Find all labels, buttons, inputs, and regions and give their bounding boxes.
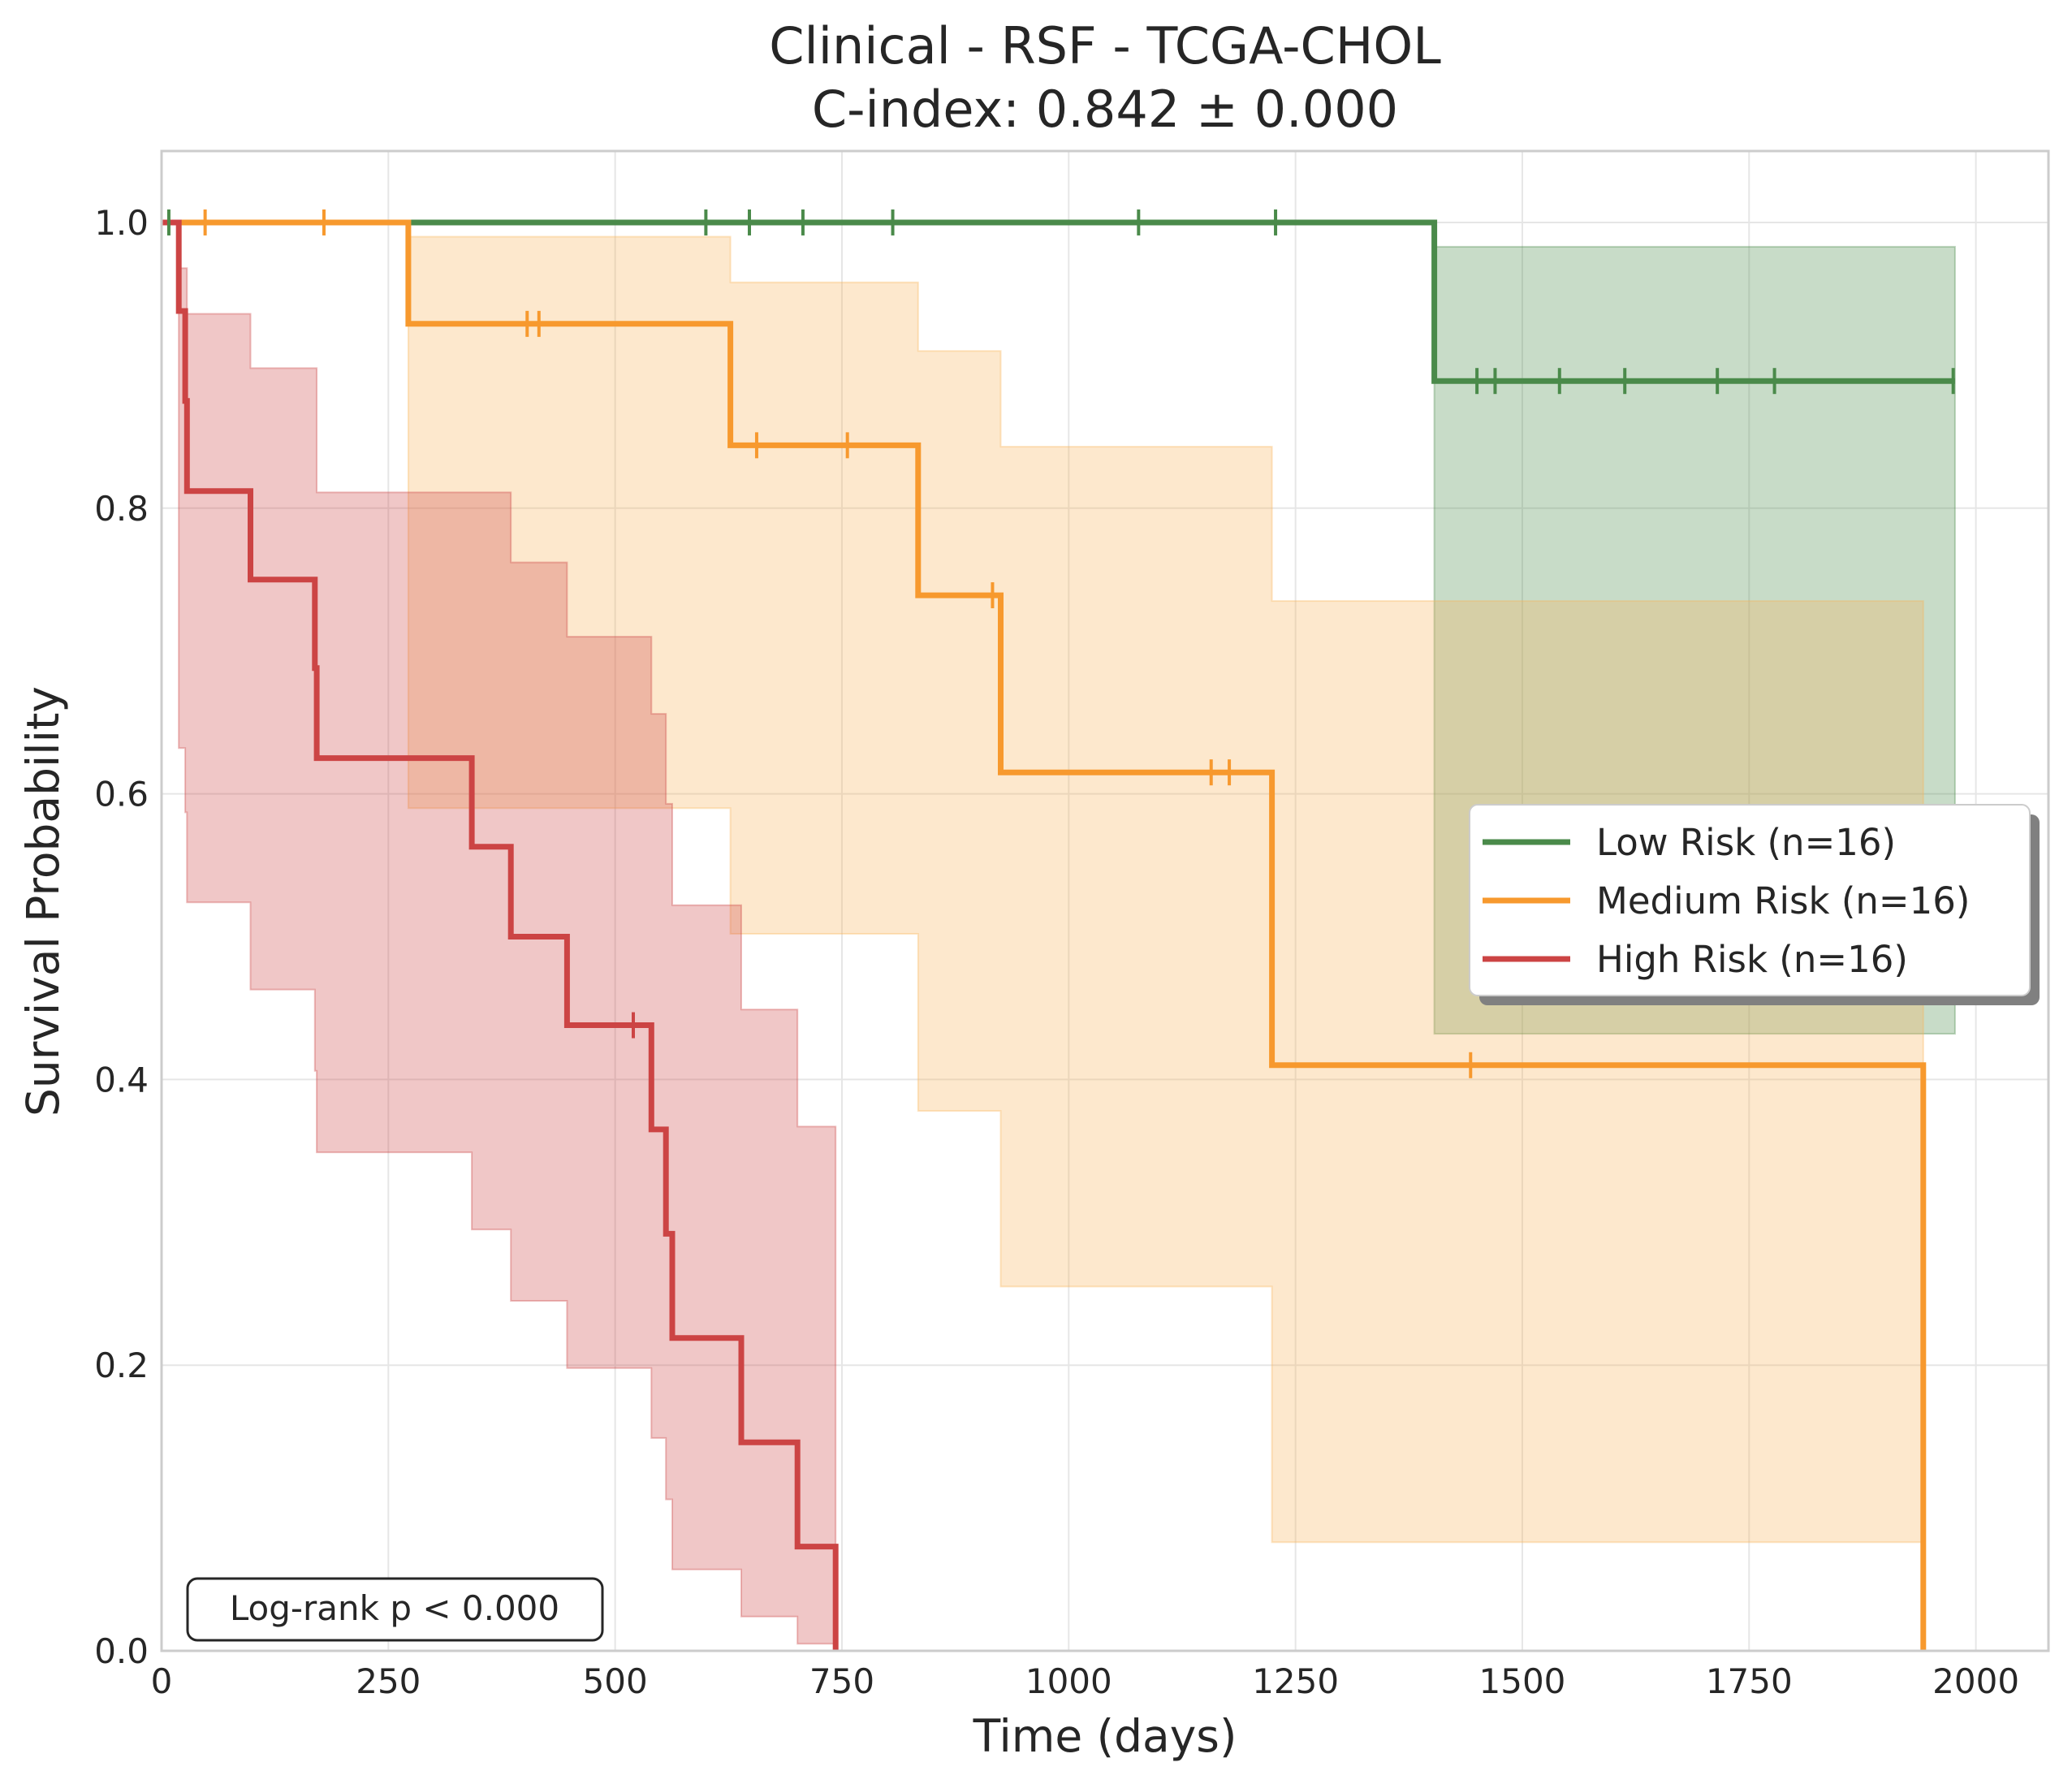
legend-box (1469, 804, 2031, 996)
survival-line-low (162, 219, 1955, 384)
y-tick-label: 1.0 (94, 203, 149, 243)
chart-subtitle: C-index: 0.842 ± 0.000 (812, 80, 1398, 139)
legend: Low Risk (n=16) Medium Risk (n=16) High Ri… (1469, 804, 2040, 1005)
censor-marks (166, 209, 1955, 1078)
legend-items: Low Risk (n=16) Medium Risk (n=16) High Ri… (1483, 821, 1970, 981)
legend-label: Medium Risk (n=16) (1596, 879, 1970, 922)
survival-curves (162, 219, 1955, 1651)
annotation-text: Log-rank p < 0.000 (230, 1588, 559, 1628)
logrank-annotation: Log-rank p < 0.000 (186, 1577, 604, 1642)
x-tick-label: 0 (151, 1661, 173, 1701)
x-tick-label: 500 (583, 1661, 648, 1701)
y-tick-label: 0.8 (94, 489, 149, 529)
x-tick-label: 1500 (1479, 1661, 1566, 1701)
x-tick-label: 250 (356, 1661, 421, 1701)
annotation-box (186, 1577, 604, 1642)
legend-label: Low Risk (n=16) (1596, 821, 1896, 864)
y-tick-label: 0.2 (94, 1346, 149, 1385)
legend-label: High Risk (n=16) (1596, 938, 1908, 981)
y-tick-label: 0.0 (94, 1631, 149, 1671)
x-tick-label: 2000 (1932, 1661, 2019, 1701)
x-axis-label: Time (days) (973, 1710, 1237, 1762)
x-tick-label: 750 (809, 1661, 874, 1701)
survival-line-high (162, 219, 839, 1651)
x-tick-label: 1750 (1706, 1661, 1793, 1701)
x-tick-label: 1250 (1252, 1661, 1339, 1701)
y-tick-label: 0.6 (94, 775, 149, 814)
y-axis-label: Survival Probability (17, 686, 69, 1117)
axis-ticks: 0 250 500 750 1000 1250 1500 1750 2000 0.0 0.2 0.4 0… (94, 203, 2019, 1701)
chart-title: Clinical - RSF - TCGA-CHOL (769, 16, 1441, 76)
y-tick-label: 0.4 (94, 1060, 149, 1099)
x-tick-label: 1000 (1025, 1661, 1112, 1701)
survival-line-medium (162, 219, 1927, 1651)
plot-frame (160, 149, 2050, 1652)
